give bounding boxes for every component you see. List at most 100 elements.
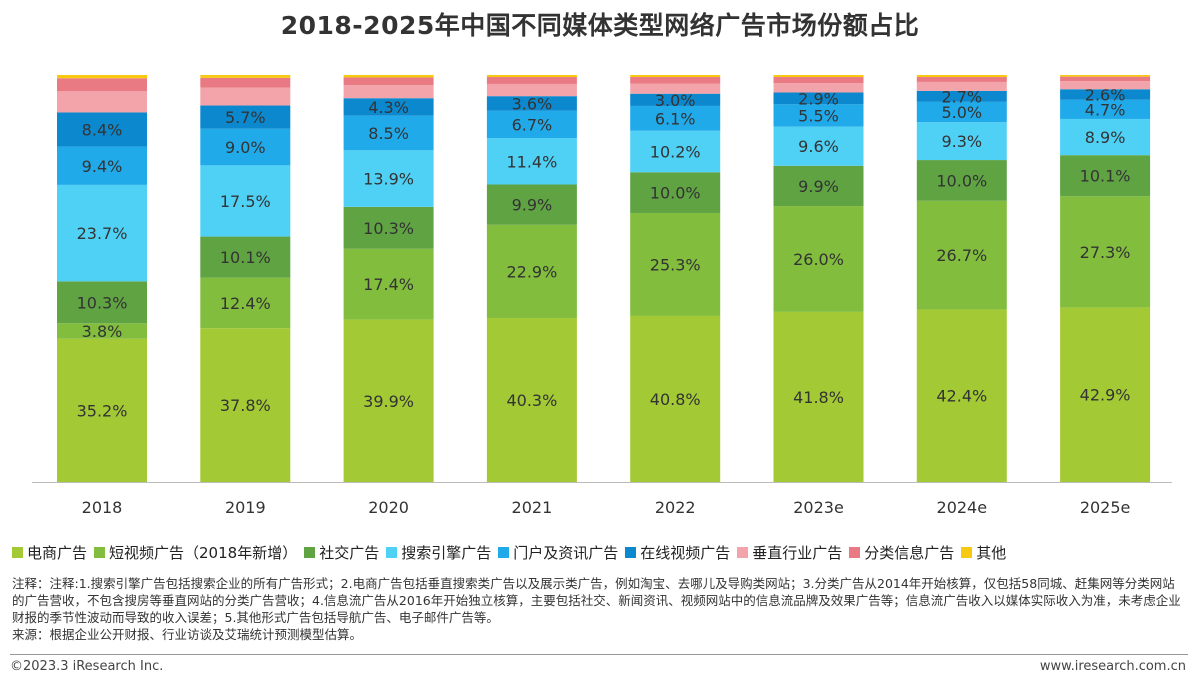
legend-swatch xyxy=(304,547,316,558)
bar-segment xyxy=(916,160,1007,201)
bar-segment xyxy=(200,105,291,129)
data-label: 40.8% xyxy=(650,390,701,409)
stacked-bar-chart: 35.2% 3.8% 10.3% 23.7% 9.4% 8.4% 2018 37.8% 12.4… xyxy=(32,75,1172,517)
data-label: 39.9% xyxy=(363,392,414,411)
data-label: 9.0% xyxy=(225,138,266,157)
bar-segment xyxy=(486,83,577,97)
x-tick-label: 2020 xyxy=(368,498,409,517)
data-label: 9.9% xyxy=(798,177,839,196)
bar-segment xyxy=(57,146,147,185)
bar-segment xyxy=(916,81,1007,91)
bar-segment xyxy=(773,92,864,105)
x-tick-label: 2022 xyxy=(655,498,696,517)
bar-segment xyxy=(773,77,864,84)
data-label: 9.6% xyxy=(798,137,839,156)
legend-item: 电商广告 xyxy=(12,542,87,563)
bar-segment xyxy=(486,96,577,111)
bar-segment xyxy=(1060,155,1151,197)
data-label: 6.7% xyxy=(512,115,553,134)
data-label: 3.8% xyxy=(82,322,123,341)
bar-segment xyxy=(486,184,577,225)
bar-segment xyxy=(343,150,434,207)
data-label: 17.4% xyxy=(363,275,414,294)
bar-segment xyxy=(630,93,721,106)
data-label: 10.3% xyxy=(77,293,128,312)
x-tick-label: 2024e xyxy=(937,498,988,517)
bar-segment xyxy=(343,115,434,151)
legend-item: 垂直行业广告 xyxy=(737,542,842,563)
data-label: 11.4% xyxy=(506,152,557,171)
data-label: 22.9% xyxy=(506,262,557,281)
bar-segment xyxy=(343,248,434,320)
legend-item: 其他 xyxy=(961,542,1006,563)
data-label: 6.1% xyxy=(655,109,696,128)
bar-segment xyxy=(1060,196,1151,308)
data-label: 5.5% xyxy=(798,106,839,125)
bar-segment xyxy=(57,91,147,113)
data-label: 9.9% xyxy=(512,196,553,215)
bar-segment xyxy=(630,212,721,316)
bar-segment xyxy=(773,206,864,312)
website-link[interactable]: www.iresearch.com.cn xyxy=(1039,659,1186,674)
bar-segment xyxy=(630,75,721,78)
legend-item: 门户及资讯广告 xyxy=(498,542,618,563)
bar-segment xyxy=(773,75,864,78)
bar-segment xyxy=(343,85,434,99)
legend-label: 短视频广告（2018年新增） xyxy=(109,544,298,562)
bar-segment xyxy=(57,323,147,339)
bar-segment xyxy=(200,77,291,88)
data-label: 5.0% xyxy=(941,103,982,122)
data-label: 4.7% xyxy=(1085,100,1126,119)
bar-segment xyxy=(773,104,864,127)
data-label: 5.7% xyxy=(225,108,266,127)
bar-segment xyxy=(57,338,147,482)
data-label: 3.0% xyxy=(655,91,696,110)
bar-segment xyxy=(630,172,721,213)
bar-segment xyxy=(200,87,291,106)
bar-segment xyxy=(1060,307,1151,482)
data-label: 13.9% xyxy=(363,170,414,189)
bar-segment xyxy=(916,101,1007,123)
bar-segment xyxy=(343,206,434,249)
bar-segment xyxy=(773,126,864,166)
data-label: 8.9% xyxy=(1085,128,1126,147)
bar-segment xyxy=(57,75,147,79)
data-label: 25.3% xyxy=(650,255,701,274)
bar-segment xyxy=(200,75,291,78)
data-label: 42.9% xyxy=(1080,386,1131,405)
bar-segment xyxy=(1060,81,1151,90)
bar-segment xyxy=(630,83,721,94)
bar-segment xyxy=(916,309,1007,482)
legend-swatch xyxy=(849,547,861,558)
legend-label: 电商广告 xyxy=(27,544,88,562)
legend-item: 社交广告 xyxy=(304,542,379,563)
bar-segment xyxy=(916,77,1007,82)
data-label: 23.7% xyxy=(77,224,128,243)
data-label: 9.4% xyxy=(82,157,123,176)
x-tick-label: 2023e xyxy=(793,498,844,517)
data-label: 8.5% xyxy=(368,124,409,143)
data-label: 41.8% xyxy=(793,388,844,407)
legend-swatch xyxy=(625,547,637,558)
legend-item: 搜索引擎广告 xyxy=(386,542,491,563)
bar-segment xyxy=(200,236,291,278)
legend-swatch xyxy=(961,547,973,558)
data-label: 27.3% xyxy=(1080,243,1131,262)
bar-segment xyxy=(200,277,291,329)
legend-label: 门户及资讯广告 xyxy=(513,544,619,562)
bar-segment xyxy=(1060,75,1151,77)
source-text: 来源：根据企业公开财报、行业访谈及艾瑞统计预测模型估算。 xyxy=(12,627,363,642)
bar-segment xyxy=(486,110,577,139)
data-label: 35.2% xyxy=(77,401,128,420)
data-label: 26.0% xyxy=(793,250,844,269)
data-label: 9.3% xyxy=(941,132,982,151)
data-label: 8.4% xyxy=(82,121,123,140)
bar-segment xyxy=(486,317,577,482)
bar-segment xyxy=(57,184,147,282)
bar-segment xyxy=(1060,76,1151,82)
data-label: 26.7% xyxy=(936,246,987,265)
bar-segment xyxy=(200,165,291,237)
x-tick-label: 2018 xyxy=(82,498,123,517)
data-label: 17.5% xyxy=(220,192,271,211)
legend-swatch xyxy=(94,547,106,558)
